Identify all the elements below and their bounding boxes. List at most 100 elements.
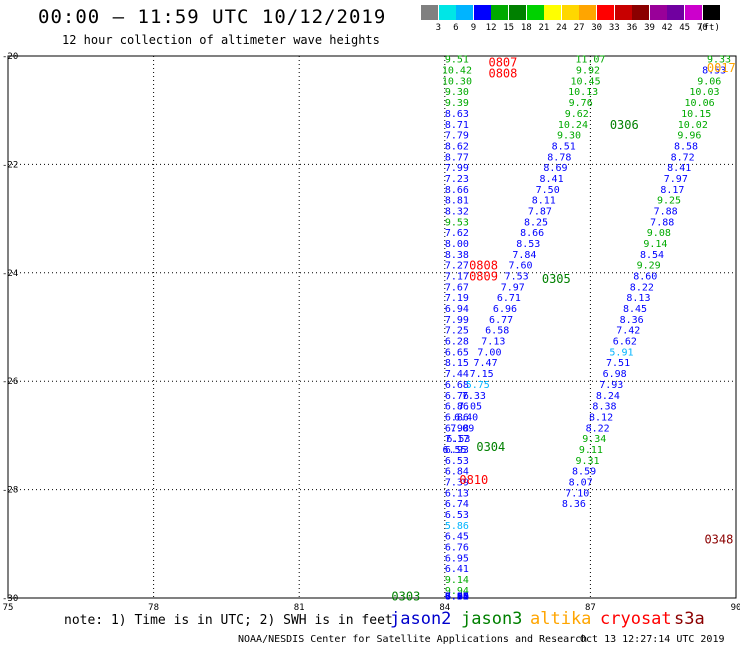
wave-height-value: 6.86 (445, 412, 469, 423)
wave-height-value: 8.54 (640, 250, 664, 261)
wave-height-value: 9.29 (637, 261, 661, 272)
wave-height-value: 7.42 (616, 326, 640, 337)
wave-height-value: 7.67 (445, 282, 469, 293)
wave-height-value: 7.13 (481, 337, 505, 348)
wave-height-value: 9.11 (579, 445, 603, 456)
footer-credit: NOAA/NESDIS Center for Satellite Applica… (238, 634, 588, 645)
legend-label: 3 (435, 23, 441, 33)
legend-label: 42 (661, 23, 673, 33)
wave-height-value: 7.82 (445, 591, 469, 602)
wave-height-value: 7.39 (445, 477, 469, 488)
y-tick-label: -24 (2, 269, 18, 279)
wave-height-value: 10.02 (678, 120, 708, 131)
wave-height-value: 8.71 (445, 120, 469, 131)
wave-height-value: 8.53 (702, 66, 726, 77)
legend-label: 30 (591, 23, 603, 33)
wave-height-value: 9.94 (445, 586, 469, 597)
x-tick-label: 90 (731, 603, 740, 610)
wave-height-value: 7.79 (445, 131, 469, 142)
wave-height-value: 7.97 (501, 282, 525, 293)
wave-height-value: 8.24 (596, 391, 620, 402)
legend-swatch (579, 5, 597, 20)
wave-height-value: 8.78 (547, 152, 571, 163)
wave-height-value: 9.62 (565, 109, 589, 120)
wave-height-value: 6.66 (445, 591, 469, 602)
wave-height-value: 7.17 (445, 434, 469, 445)
chart-subtitle: 12 hour collection of altimeter wave hei… (62, 33, 380, 47)
wave-height-value: 7.23 (445, 174, 469, 185)
wave-height-value: 9.34 (582, 434, 606, 445)
wave-height-value: 8.69 (543, 163, 567, 174)
wave-height-value: 6.53 (445, 456, 469, 467)
x-tick-label: 81 (294, 603, 305, 610)
legend-swatch (544, 5, 562, 20)
pass-time-label: 0810 (459, 473, 488, 487)
legend-label: 6 (453, 23, 459, 33)
wave-height-value: 8.22 (586, 423, 610, 434)
wave-height-value: 9.96 (677, 131, 701, 142)
pass-time-label: 0304 (476, 440, 505, 454)
wave-height-value: 7.09 (450, 423, 474, 434)
pass-time-label: 0348 (704, 532, 733, 546)
wave-height-value: 8.13 (626, 293, 650, 304)
wave-height-value: 9.33 (707, 55, 731, 66)
y-tick-label: -30 (2, 594, 18, 604)
wave-height-value: 9.14 (445, 575, 469, 586)
wave-height-value: 6.53 (446, 434, 470, 445)
wave-height-value: 9.92 (576, 66, 600, 77)
wave-height-value: 6.64 (445, 591, 469, 602)
wave-height-value: 10.24 (558, 120, 588, 131)
y-tick-label: -22 (2, 160, 18, 170)
pass-time-label: 0808 (488, 66, 517, 80)
wave-height-value: 7.62 (445, 228, 469, 239)
wave-height-value: 6.68 (445, 380, 469, 391)
wave-height-value: 7.87 (445, 591, 469, 602)
legend-s3a: s3a (674, 609, 705, 629)
wave-height-value: 6.95 (445, 591, 469, 602)
wave-height-value: 9.31 (575, 456, 599, 467)
wave-height-value: 7.15 (470, 369, 494, 380)
wave-height-value: 6.98 (445, 423, 469, 434)
wave-height-value: 9.30 (445, 87, 469, 98)
legend-swatch (685, 5, 702, 20)
legend-jason2: jason2 (390, 609, 452, 629)
wave-height-value: 6.98 (603, 369, 627, 380)
legend-swatch (438, 5, 456, 20)
wave-height-value: 9.30 (557, 131, 581, 142)
legend-swatch (702, 5, 720, 20)
wave-height-value: 6.62 (613, 337, 637, 348)
pass-time-label: 0808 (469, 259, 498, 273)
x-tick-label: 78 (148, 603, 159, 610)
legend-swatch (491, 5, 509, 20)
wave-height-value: 8.60 (633, 272, 657, 283)
wave-height-value: 6.76 (445, 391, 469, 402)
wave-height-value: 7.10 (565, 488, 589, 499)
wave-height-value: 6.13 (445, 488, 469, 499)
wave-height-value: 7.44 (445, 369, 469, 380)
wave-height-value: 8.66 (520, 228, 544, 239)
wave-height-value: 5.91 (609, 347, 633, 358)
wave-height-value: 6.62 (445, 591, 469, 602)
wave-height-value: 8.41 (540, 174, 564, 185)
wave-height-value: 8.15 (445, 358, 469, 369)
legend-label: 27 (573, 23, 585, 33)
wave-height-value: 7.52 (445, 591, 469, 602)
wave-height-value: 6.86 (445, 402, 469, 413)
wave-height-value: 8.59 (572, 467, 596, 478)
wave-height-value: 6.95 (445, 553, 469, 564)
y-tick-label: -28 (2, 486, 18, 496)
wave-height-value: 8.17 (660, 185, 684, 196)
legend-label: 12 (485, 23, 497, 33)
wave-height-value: 6.41 (445, 564, 469, 575)
wave-height-value: 7.60 (508, 261, 532, 272)
wave-height-value: 6.71 (497, 293, 521, 304)
wave-height-value: 7.88 (650, 217, 674, 228)
wave-height-value: 9.53 (445, 217, 469, 228)
wave-height-value: 6.96 (493, 304, 517, 315)
pass-time-label: 0809 (469, 270, 498, 284)
legend-swatch (473, 5, 491, 20)
wave-height-value: 8.22 (630, 282, 654, 293)
legend-swatch (614, 5, 632, 20)
wave-height-value: 5.75 (466, 380, 490, 391)
